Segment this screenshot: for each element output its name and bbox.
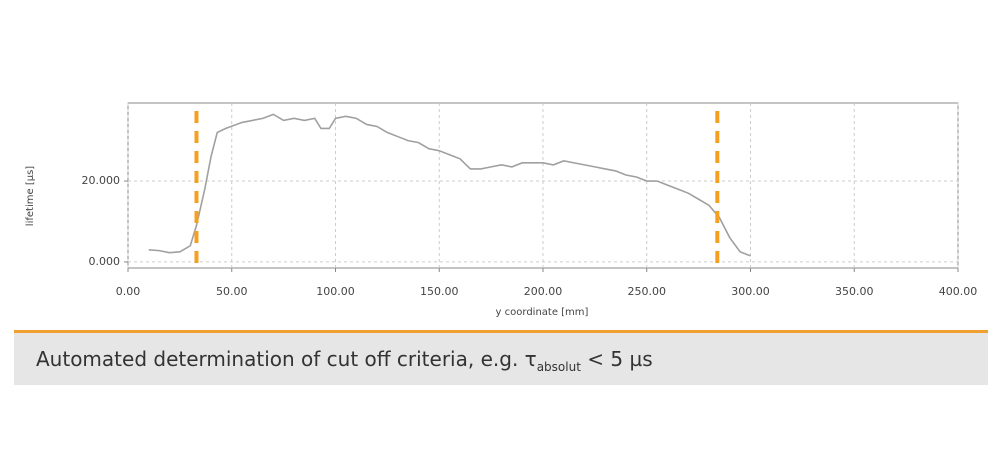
x-tick-label: 100.00 — [316, 285, 355, 298]
x-tick-label: 0.00 — [116, 285, 141, 298]
caption-text-after: < 5 µs — [587, 347, 653, 371]
x-tick-label: 150.00 — [420, 285, 459, 298]
x-tick-label: 250.00 — [628, 285, 667, 298]
x-tick-label: 350.00 — [835, 285, 874, 298]
y-tick-label: 0.000 — [89, 255, 121, 268]
caption-text: Automated determination of cut off crite… — [36, 347, 537, 371]
chart: y coordinate [mm] lifetime [µs] 0.00 50.0… — [25, 102, 978, 318]
y-axis-label: lifetime [µs] — [25, 166, 36, 226]
x-tick-label: 400.00 — [939, 285, 978, 298]
caption-subscript: absolut — [536, 360, 581, 374]
x-tick-label: 50.00 — [216, 285, 248, 298]
y-tick-label: 20.000 — [82, 174, 121, 187]
x-tick-label: 200.00 — [524, 285, 563, 298]
data-line — [148, 113, 751, 257]
x-tick-label: 300.00 — [731, 285, 770, 298]
x-axis-label: y coordinate [mm] — [496, 307, 589, 318]
caption: Automated determination of cut off crite… — [14, 330, 988, 385]
